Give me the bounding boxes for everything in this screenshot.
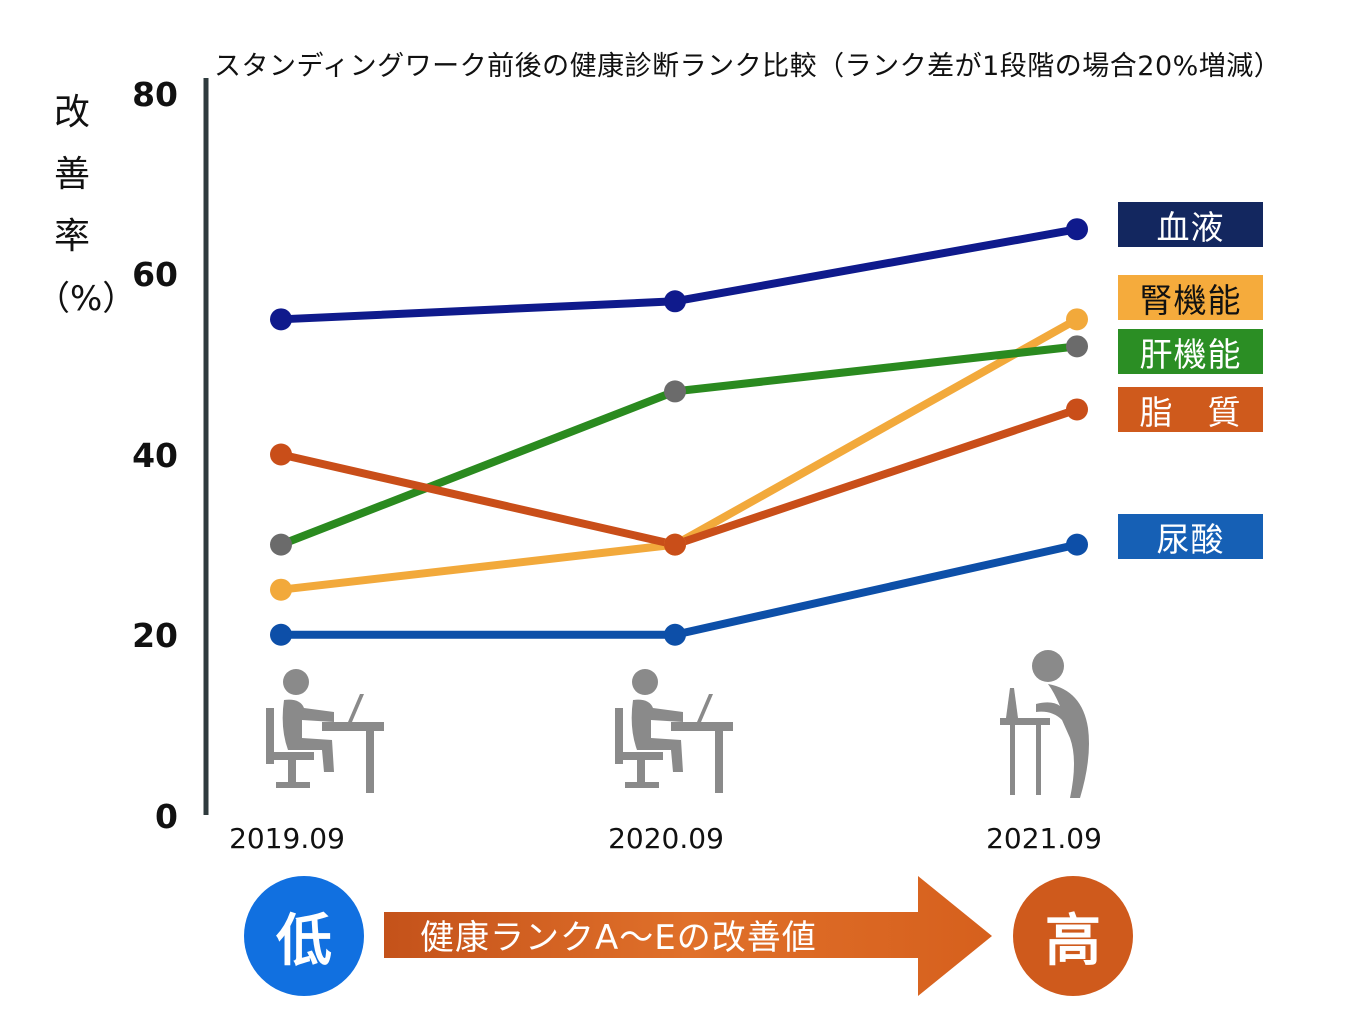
y-axis-label: 改 善 率 （%）: [36, 82, 137, 330]
data-point: [270, 443, 292, 466]
y-axis-label-char: 改: [53, 92, 90, 133]
data-point: [1066, 308, 1088, 331]
x-tick-label: 2020.09: [608, 822, 724, 855]
chart-title: スタンディングワーク前後の健康診断ランク比較（ランク差が1段階の場合20%増減）: [214, 51, 1282, 82]
y-tick-label: 0: [155, 797, 178, 836]
series-line: [277, 405, 1081, 549]
legend-entry-kidney: 腎機能: [1118, 275, 1263, 320]
data-point: [1066, 335, 1088, 358]
legend-entry-blood: 血液: [1118, 202, 1263, 247]
seated-worker-icon: [615, 669, 733, 793]
data-point: [664, 380, 686, 403]
data-point: [664, 533, 686, 556]
arrow-label: 健康ランクA〜Eの改善値: [420, 918, 817, 958]
x-tick-label: 2021.09: [986, 822, 1102, 855]
high-indicator-circle: 高: [1013, 876, 1133, 996]
x-tick-label: 2019.09: [229, 822, 345, 855]
y-tick-label: 80: [132, 75, 178, 114]
standing-worker-icon: [1000, 650, 1089, 798]
legend-entry-uric-acid: 尿酸: [1118, 514, 1263, 559]
legend-entry-liver: 肝機能: [1118, 329, 1263, 374]
data-point: [270, 578, 292, 601]
worker-icons: [266, 650, 1089, 798]
data-point: [270, 308, 292, 331]
y-axis-label-char: 善: [53, 154, 90, 195]
y-tick-label: 40: [132, 436, 178, 475]
data-point: [1066, 398, 1088, 421]
improvement-arrow: [384, 876, 992, 996]
y-axis-label-char: 率: [53, 216, 90, 257]
low-indicator-circle: 低: [244, 876, 364, 996]
series-line: [277, 540, 1081, 639]
data-point: [1066, 218, 1088, 241]
data-point: [664, 623, 686, 646]
y-tick-label: 20: [132, 616, 178, 655]
data-point: [1066, 533, 1088, 556]
data-point: [270, 533, 292, 556]
data-point: [270, 623, 292, 646]
data-point: [664, 290, 686, 313]
legend-entry-lipid: 脂 質: [1118, 387, 1263, 432]
y-axis-label-unit: （%）: [36, 279, 137, 319]
seated-worker-icon: [266, 669, 384, 793]
y-tick-label: 60: [132, 255, 178, 294]
